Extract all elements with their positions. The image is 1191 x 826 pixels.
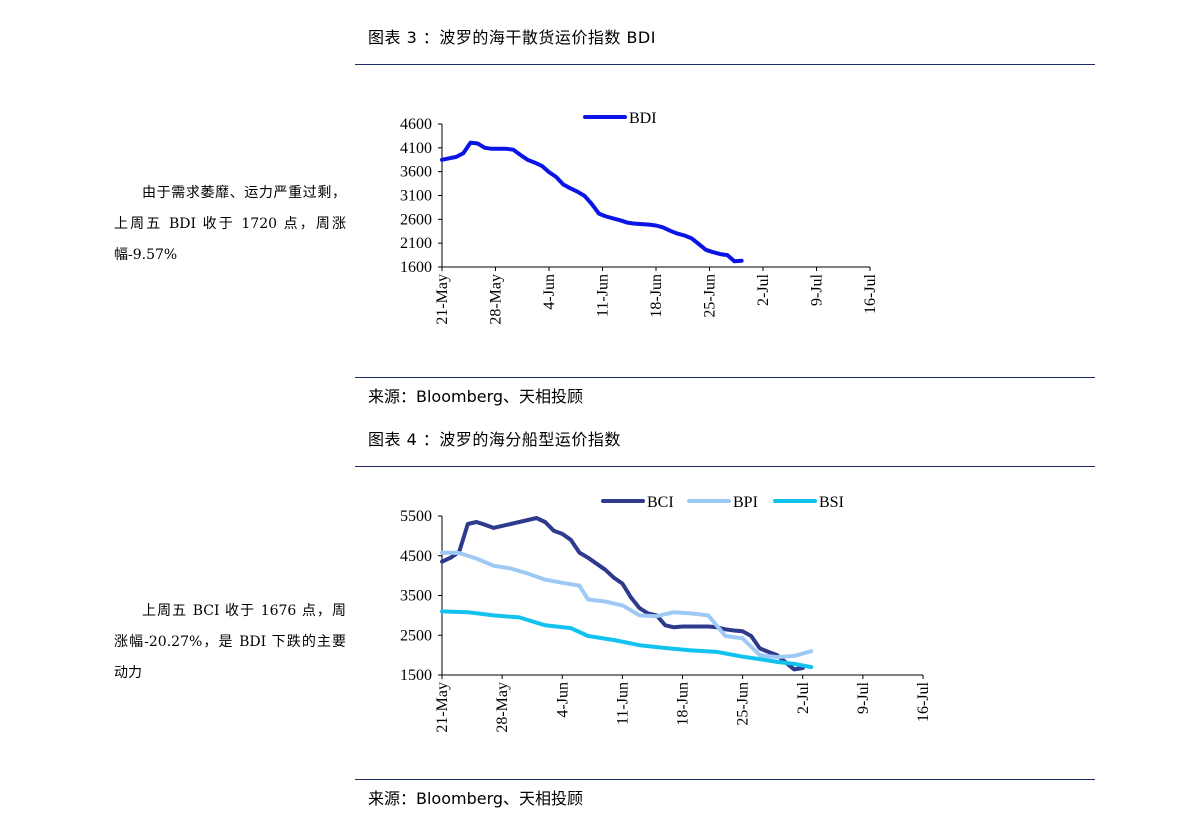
x-tick-label: 21-May [434,274,451,325]
y-tick-label: 3500 [400,588,432,605]
figure4-top-rule [355,466,1095,467]
x-tick-label: 16-Jul [915,681,932,722]
series-line-bci [440,516,805,672]
legend-label-bpi: BPI [733,494,758,511]
legend-label-bsi: BSI [819,494,844,511]
x-tick-label: 4-Jun [554,682,571,718]
series-line-bdi [440,140,744,264]
x-tick-label: 28-May [494,682,511,733]
y-tick-label: 2500 [400,627,432,644]
figure4-title: 图表 4 ：波罗的海分船型运价指数 [368,430,621,449]
figure4-bottom-rule [355,779,1095,780]
y-tick-label: 3600 [400,164,432,181]
y-tick-label: 1500 [400,667,432,684]
x-tick-label: 2-Jul [755,273,772,306]
x-tick-label: 11-Jun [614,682,631,725]
y-tick-label: 1600 [400,259,432,276]
y-tick-label: 2100 [400,235,432,252]
y-tick-label: 5500 [400,508,432,525]
series-line-bpi [440,550,814,660]
figure4-side-text: 上周五 BCI 收于 1676 点，周涨幅-20.27%，是 BDI 下跌的主要… [114,603,346,681]
figure3-bottom-rule [355,377,1095,378]
legend-label-bdi: BDI [629,110,657,127]
x-tick-label: 11-Jun [595,274,612,317]
y-tick-label: 4100 [400,140,432,157]
x-tick-label: 25-Jun [735,682,752,726]
y-tick-label: 4500 [400,548,432,565]
figure3-title: 图表 3 ：波罗的海干散货运价指数 BDI [368,28,656,47]
y-tick-label: 2600 [400,211,432,228]
x-tick-label: 21-May [434,682,451,733]
series-line-bsi [440,609,814,670]
figure3-side-text: 由于需求萎靡、运力严重过剩，上周五 BDI 收于 1720 点，周涨幅-9.57… [114,185,346,263]
x-tick-label: 9-Jul [855,681,872,714]
x-tick-label: 2-Jul [795,681,812,714]
legend-label-bci: BCI [647,494,674,511]
x-tick-label: 16-Jul [862,273,879,314]
figure4-source: 来源：Bloomberg、天相投顾 [368,789,584,808]
x-tick-label: 9-Jul [809,273,826,306]
figure3-source: 来源：Bloomberg、天相投顾 [368,387,584,406]
x-tick-label: 4-Jun [541,274,558,310]
x-tick-label: 18-Jun [675,682,692,726]
figure3-top-rule [355,64,1095,65]
x-tick-label: 25-Jun [702,274,719,318]
x-tick-label: 18-Jun [648,274,665,318]
y-tick-label: 3100 [400,188,432,205]
x-tick-label: 28-May [488,274,505,325]
y-tick-label: 4600 [400,116,432,133]
